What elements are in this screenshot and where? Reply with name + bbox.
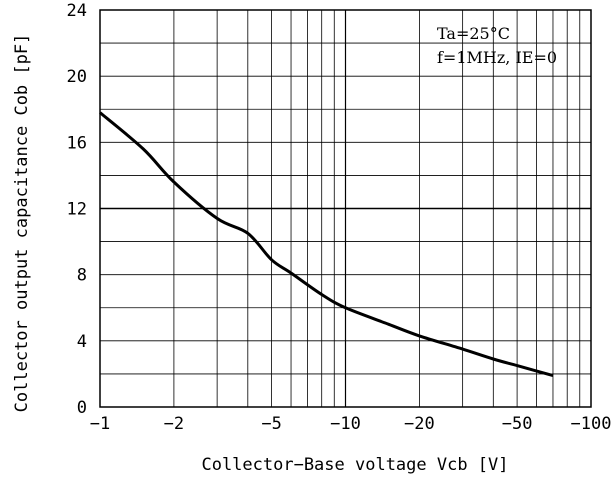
annotation-line-1: Ta=25°C: [437, 24, 510, 43]
series-layer: [99, 111, 554, 378]
y-tick-label: 16: [67, 133, 87, 153]
annotation-line-2: f=1MHz, IE=0: [437, 48, 557, 67]
x-tick-label: −1: [90, 414, 110, 434]
y-tick-labels: 0 4 8 12 16 20 24: [67, 1, 87, 418]
series-line-0: [99, 111, 554, 378]
x-axis-label: Collector−Base voltage Vcb [V]: [201, 455, 508, 475]
y-tick-label: 12: [67, 200, 87, 220]
x-tick-label: −5: [261, 414, 281, 434]
x-tick-label: −20: [404, 414, 435, 434]
x-tick-labels: −1 −2 −5 −10 −20 −50 −100: [90, 414, 612, 434]
y-axis-label: Collector output capacitance Cob [pF]: [12, 34, 32, 413]
y-tick-label: 4: [77, 332, 87, 352]
x-tick-label: −2: [164, 414, 184, 434]
plot-frame: [99, 9, 592, 408]
x-tick-label: −100: [571, 414, 612, 434]
y-tick-label: 20: [67, 67, 87, 87]
y-tick-label: 0: [77, 398, 87, 418]
x-tick-label: −10: [330, 414, 361, 434]
y-tick-label: 24: [67, 1, 87, 21]
grid: [100, 10, 591, 407]
x-tick-label: −50: [502, 414, 533, 434]
y-tick-label: 8: [77, 266, 87, 286]
